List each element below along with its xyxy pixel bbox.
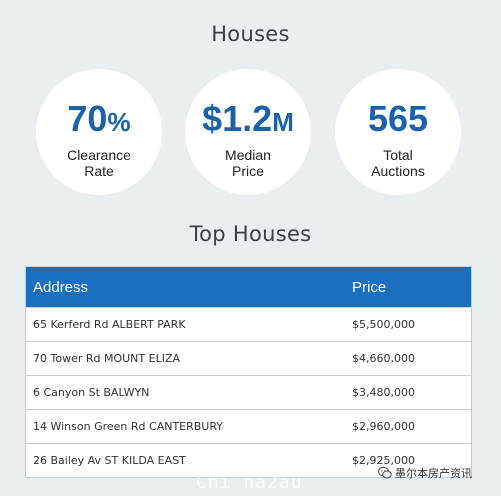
address-cell: 26 Bailey Av ST KILDA EAST <box>33 454 186 467</box>
wechat-icon <box>377 466 392 480</box>
wechat-account-name: 墨尔本房产资讯 <box>395 467 472 480</box>
top-houses-table: Address Price 65 Kerferd Rd ALBERT PARK … <box>25 266 472 478</box>
median-price-label: Median Price <box>225 147 271 179</box>
total-auctions-label: Total Auctions <box>371 147 425 179</box>
table-row: 26 Bailey Av ST KILDA EAST $2,925,000 <box>26 443 471 477</box>
median-price-stat: $1.2M Median Price <box>185 69 311 195</box>
median-price-value: $1.2M <box>202 98 294 139</box>
price-cell: $3,480,000 <box>352 386 415 399</box>
clearance-rate-label: Clearance Rate <box>67 147 131 179</box>
wechat-watermark: 墨尔本房产资讯 <box>377 465 472 481</box>
price-cell: $4,660,000 <box>352 352 415 365</box>
table-row: 70 Tower Rd MOUNT ELIZA $4,660,000 <box>26 341 471 375</box>
clearance-rate-value: 70% <box>67 98 131 139</box>
address-cell: 65 Kerferd Rd ALBERT PARK <box>33 318 186 331</box>
column-header-address: Address <box>33 279 89 296</box>
top-houses-heading: Top Houses <box>189 222 312 246</box>
table-row: 14 Winson Green Rd CANTERBURY $2,960,000 <box>26 409 471 443</box>
column-header-price: Price <box>352 279 387 296</box>
clearance-rate-stat: 70% Clearance Rate <box>36 69 162 195</box>
table-row: 65 Kerferd Rd ALBERT PARK $5,500,000 <box>26 307 471 341</box>
price-cell: $2,960,000 <box>352 420 415 433</box>
table-row: 6 Canyon St BALWYN $3,480,000 <box>26 375 471 409</box>
address-cell: 14 Winson Green Rd CANTERBURY <box>33 420 224 433</box>
total-auctions-stat: 565 Total Auctions <box>335 69 461 195</box>
total-auctions-value: 565 <box>367 98 429 139</box>
address-cell: 70 Tower Rd MOUNT ELIZA <box>33 352 181 365</box>
table-header: Address Price <box>26 267 471 307</box>
address-cell: 6 Canyon St BALWYN <box>33 386 150 399</box>
price-cell: $5,500,000 <box>352 318 415 331</box>
houses-heading: Houses <box>211 22 290 46</box>
site-watermark: Chi na2au <box>196 472 303 493</box>
price-cell: $2,925,000 <box>352 454 415 467</box>
